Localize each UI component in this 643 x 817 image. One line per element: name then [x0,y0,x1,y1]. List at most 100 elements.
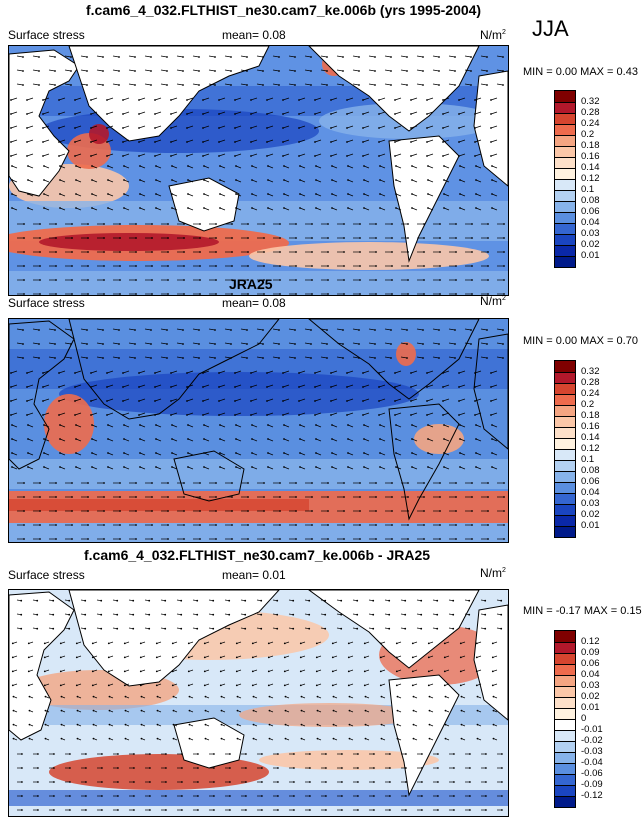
wind-arrow-head [341,781,343,783]
wind-arrow [256,342,264,345]
wind-arrow-head [443,642,446,645]
wind-arrow-head [314,141,316,143]
wind-arrow-head [10,414,12,416]
wind-arrow-head [42,386,44,388]
wind-arrow-head [295,265,297,267]
colorbar-swatch [555,763,575,774]
wind-arrow-head [389,809,391,811]
wind-arrow-head [380,737,383,740]
wind-arrow-head [501,795,503,797]
wind-arrow [272,83,280,86]
colorbar-swatch [555,730,575,741]
wind-arrow-head [247,482,249,484]
wind-arrow-head [39,510,41,512]
wind-arrow-head [203,207,205,209]
wind-arrow-head [180,627,183,630]
wind-arrow-head [407,279,409,281]
wind-arrow-head [379,207,381,209]
wind-arrow-head [92,737,95,740]
wind-arrow [250,125,258,129]
wind-arrow-head [309,809,311,811]
panel-2-min-max: MIN = 0.00 MAX = 0.70 [523,335,638,347]
wind-arrow-head [236,737,239,740]
wind-arrow-head [364,737,367,740]
wind-arrow-head [411,466,413,468]
colorbar-swatch [555,124,575,135]
wind-arrow-head [22,357,24,359]
wind-arrow-head [182,343,184,345]
wind-arrow-head [74,155,76,157]
wind-arrow-head [455,524,457,526]
wind-arrow-head [362,113,364,115]
colorbar-tick-label: 0.1 [581,454,595,465]
wind-arrow [282,125,290,129]
wind-arrow-head [294,343,296,345]
wind-arrow-head [260,627,263,630]
wind-arrow-head [471,237,473,239]
wind-arrow-head [53,781,55,783]
wind-arrow-head [117,767,119,769]
wind-arrow-head [10,141,12,143]
wind-arrow [170,370,178,374]
southern-westerlies-max [9,499,309,511]
wind-arrow-head [459,452,461,454]
wind-arrow-head [372,627,375,630]
wind-arrow [58,111,66,115]
wind-arrow-head [374,56,376,58]
wind-arrow-head [119,237,121,239]
wind-arrow-head [500,613,503,616]
wind-arrow [64,83,72,86]
wind-arrow-head [363,207,365,209]
wind-arrow-head [503,538,505,540]
wind-arrow [362,412,370,416]
wind-arrow-head [59,424,61,426]
wind-arrow-head [38,70,40,72]
wind-arrow [362,370,370,374]
wind-arrow [234,97,242,101]
wind-arrow [304,69,312,72]
wind-arrow-head [52,627,55,630]
wind-arrow-head [442,414,444,416]
wind-arrow-head [171,466,173,468]
wind-arrow-head [138,372,140,374]
wind-arrow-head [359,510,361,512]
wind-arrow [304,342,312,345]
wind-arrow-head [59,165,61,167]
wind-arrow-head [245,809,247,811]
wind-arrow [266,125,274,129]
wind-arrow-head [58,155,60,157]
wind-arrow-head [295,510,297,512]
wind-arrow-head [218,99,220,101]
wind-arrow-head [359,496,361,498]
wind-arrow [346,370,354,374]
wind-arrow-head [442,386,444,388]
wind-arrow [442,125,450,129]
wind-arrow-head [183,265,185,267]
wind-arrow-head [373,753,375,755]
wind-arrow [432,55,440,58]
wind-arrow-head [374,70,376,72]
wind-arrow [106,370,114,374]
wind-arrow [240,83,248,86]
wind-arrow [400,342,408,345]
wind-arrow-head [476,723,479,726]
wind-arrow-head [283,684,286,687]
wind-arrow-head [165,753,167,755]
wind-arrow [330,370,338,374]
wind-arrow-head [186,372,188,374]
wind-arrow [272,55,280,58]
south-atlantic-high [414,424,464,454]
wind-arrow-head [74,414,76,416]
wind-arrow-head [154,386,156,388]
wind-arrow-head [43,424,45,426]
wind-arrow-head [23,251,25,253]
wind-arrow-head [391,293,393,295]
wind-arrow-head [235,207,237,209]
wind-arrow-head [490,155,492,157]
wind-arrow-head [459,207,461,209]
wind-arrow-head [198,56,200,58]
wind-arrow-head [405,809,407,811]
wind-arrow [282,398,290,402]
colorbar-tick-label: 0.08 [581,465,600,476]
wind-arrow-head [21,767,23,769]
